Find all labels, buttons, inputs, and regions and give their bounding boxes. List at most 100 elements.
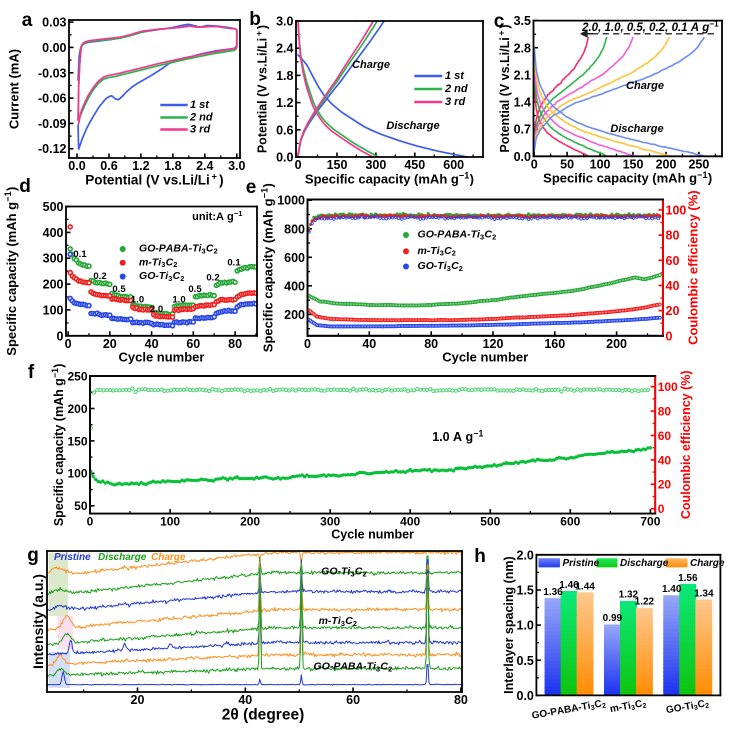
svg-text:200: 200 <box>656 157 677 171</box>
svg-text:0: 0 <box>666 329 673 343</box>
svg-text:h: h <box>474 546 486 567</box>
svg-text:G O - P: G O - P A B A - T i C 3 2 <box>418 225 497 244</box>
svg-text:u n i t: u n i t : A g − 1 <box>192 203 243 224</box>
svg-text:1.22: 1.22 <box>635 597 655 608</box>
svg-text:1.34: 1.34 <box>694 588 714 599</box>
svg-text:1.44: 1.44 <box>575 581 595 592</box>
svg-text:800: 800 <box>284 222 305 236</box>
svg-text:20: 20 <box>103 337 117 351</box>
svg-text:120: 120 <box>483 337 504 351</box>
svg-text:60: 60 <box>186 337 200 351</box>
svg-text:S p e c: S p e c i f i c c a p a c i t y ( m A h <box>305 166 478 188</box>
svg-text:1.36: 1.36 <box>543 587 563 598</box>
svg-text:1.0: 1.0 <box>517 619 534 633</box>
svg-text:150: 150 <box>67 434 87 448</box>
svg-text:0: 0 <box>295 158 302 172</box>
svg-text:2.8: 2.8 <box>514 41 531 55</box>
svg-text:80: 80 <box>424 337 438 351</box>
svg-text:f: f <box>28 362 35 383</box>
svg-text:0.5: 0.5 <box>517 654 534 668</box>
svg-text:S p e c: S p e c i f i c c a p a c i t y ( m A h <box>543 165 716 187</box>
svg-text:200: 200 <box>284 308 305 322</box>
svg-text:40: 40 <box>238 693 252 707</box>
svg-text:m - T i: m - T i C 3 2 <box>418 241 457 260</box>
svg-text:500: 500 <box>43 200 64 214</box>
svg-text:2 θ (: 2 θ ( d e g r e e ) <box>222 707 304 724</box>
svg-text:50: 50 <box>560 157 574 171</box>
svg-text:2.4: 2.4 <box>276 42 293 56</box>
svg-text:Intensity (a.u.): Intensity (a.u.) <box>30 574 46 669</box>
svg-text:250: 250 <box>688 157 709 171</box>
svg-text:100: 100 <box>160 514 180 528</box>
svg-text:1.46: 1.46 <box>559 580 579 591</box>
svg-text:200: 200 <box>67 402 87 416</box>
svg-text:0.5: 0.5 <box>112 284 126 295</box>
svg-text:G O -: G O - P A B A - T i C 3 2 <box>530 693 607 724</box>
svg-text:400: 400 <box>284 279 305 293</box>
svg-text:m - T: m - T i C 3 2 <box>608 693 648 718</box>
svg-text:1.5: 1.5 <box>517 584 534 598</box>
svg-text:Charge: Charge <box>690 558 725 569</box>
svg-text:60: 60 <box>346 693 360 707</box>
svg-text:0.0: 0.0 <box>514 150 531 164</box>
svg-text:700: 700 <box>640 514 660 528</box>
svg-text:600: 600 <box>284 251 305 265</box>
svg-text:Interlayer spacing (nm): Interlayer spacing (nm) <box>502 556 516 694</box>
svg-text:2 nd: 2 nd <box>444 83 468 95</box>
svg-text:Discharge: Discharge <box>620 558 669 569</box>
svg-text:0: 0 <box>65 337 72 351</box>
svg-text:20: 20 <box>658 478 672 492</box>
svg-text:150: 150 <box>327 158 348 172</box>
svg-text:c: c <box>494 11 505 32</box>
svg-text:400: 400 <box>400 514 420 528</box>
svg-text:G O - P: G O - P A B A - T i C 3 2 <box>139 239 218 258</box>
svg-text:S p e c: S p e c i f i c c a p a c i t y ( m A h <box>0 182 20 355</box>
svg-text:1.8: 1.8 <box>164 159 181 173</box>
svg-text:1.8: 1.8 <box>276 69 293 83</box>
svg-text:Cycle number: Cycle number <box>442 349 528 364</box>
svg-text:3.0: 3.0 <box>228 159 245 173</box>
svg-text:b: b <box>249 9 261 30</box>
svg-text:0: 0 <box>87 514 94 528</box>
svg-text:500: 500 <box>480 514 500 528</box>
svg-text:m - T i: m - T i C 3 2 <box>139 252 178 271</box>
svg-text:d: d <box>19 176 31 197</box>
svg-text:0.6: 0.6 <box>100 159 117 173</box>
svg-text:200: 200 <box>240 514 260 528</box>
svg-text:40: 40 <box>658 453 672 467</box>
svg-text:3 rd: 3 rd <box>190 123 210 135</box>
svg-text:450: 450 <box>404 158 425 172</box>
svg-text:600: 600 <box>560 514 580 528</box>
svg-text:20: 20 <box>666 304 680 318</box>
svg-text:-0.12: -0.12 <box>38 142 67 156</box>
svg-text:Coulombic efficiency (%): Coulombic efficiency (%) <box>679 370 693 519</box>
svg-text:Pristine: Pristine <box>563 558 600 569</box>
svg-text:300: 300 <box>320 514 340 528</box>
svg-text:2.0: 2.0 <box>517 548 534 562</box>
svg-text:300: 300 <box>365 158 386 172</box>
svg-text:m - T i: m - T i C 3 2 <box>319 611 358 630</box>
svg-text:160: 160 <box>544 337 565 351</box>
svg-text:Cycle number: Cycle number <box>119 349 205 364</box>
svg-text:0.0: 0.0 <box>517 689 534 703</box>
svg-text:P o t e: P o t e n t i a l ( V v s . L i / L i ) … <box>254 21 271 154</box>
svg-text:1.0: 1.0 <box>172 295 185 306</box>
svg-text:100: 100 <box>590 157 611 171</box>
svg-text:0.2: 0.2 <box>206 273 219 284</box>
svg-text:1.32: 1.32 <box>619 590 639 601</box>
svg-text:60: 60 <box>658 429 672 443</box>
svg-text:1000: 1000 <box>277 194 305 208</box>
svg-text:S p e c: S p e c i f i c c a p a c i t y ( m A h <box>45 359 67 526</box>
svg-text:400: 400 <box>43 226 64 240</box>
svg-text:0.5: 0.5 <box>188 284 202 295</box>
svg-text:-0.06: -0.06 <box>38 92 67 106</box>
svg-text:80: 80 <box>658 405 672 419</box>
svg-text:1 st: 1 st <box>445 70 465 82</box>
svg-text:1.0: 1.0 <box>131 295 144 306</box>
svg-text:200: 200 <box>606 337 627 351</box>
svg-text:1.56: 1.56 <box>678 573 698 584</box>
svg-text:2 nd: 2 nd <box>189 111 213 123</box>
svg-text:P o t e: P o t e n t i a l ( V v s . L i / L i ) … <box>85 172 228 189</box>
svg-text:80: 80 <box>228 337 242 351</box>
svg-text:100: 100 <box>43 304 64 318</box>
